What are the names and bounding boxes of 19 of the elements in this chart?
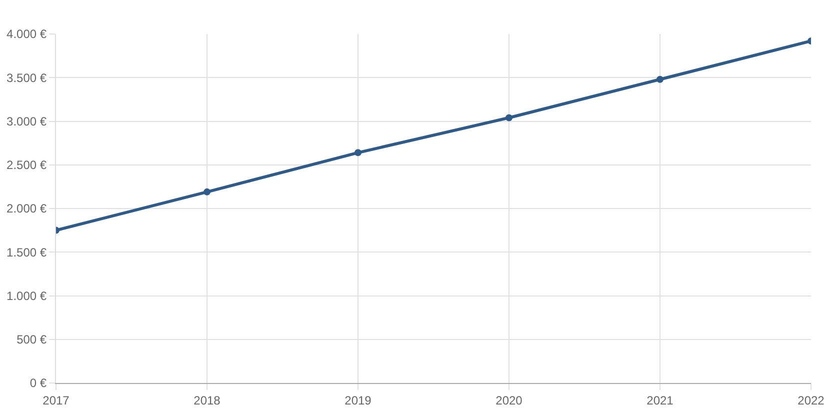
point — [354, 149, 362, 156]
point — [204, 188, 210, 196]
y-tick-label: 2.500 € — [6, 158, 47, 172]
y-tick-label: 1.000 € — [6, 288, 47, 303]
x-tick-label: 2021 — [646, 393, 674, 408]
y-tick-label: 2.000 € — [6, 202, 47, 216]
point — [506, 114, 512, 122]
y-tick-label: 3.500 € — [6, 70, 47, 85]
x-tick-label: 2022 — [798, 393, 825, 408]
x-tick-label: 2019 — [344, 393, 372, 408]
y-tick-label: 3.000 € — [6, 114, 47, 128]
x-tick-label: 2018 — [194, 393, 221, 408]
x-tick-label: 2017 — [42, 393, 70, 408]
y-tick-label: 1.500 € — [6, 245, 47, 260]
y-tick-label: 500 € — [16, 332, 47, 347]
x-tick-label: 2020 — [496, 393, 523, 408]
y-tick-label: 0 € — [30, 376, 47, 390]
point — [656, 76, 664, 83]
y-tick-label: 4.000 € — [6, 27, 47, 42]
